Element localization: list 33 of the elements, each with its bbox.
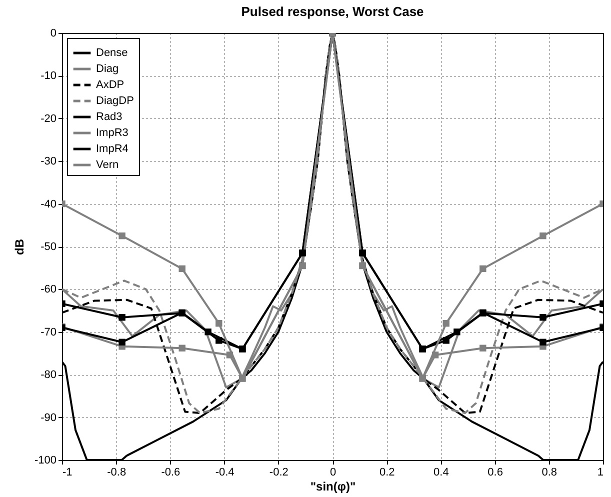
y-tick-label: 0 (50, 28, 56, 40)
x-tick-label: 0 (330, 466, 336, 478)
y-tick-label: -30 (40, 156, 56, 168)
y-tick-label: -80 (40, 369, 56, 382)
y-tick-label: -70 (40, 326, 56, 338)
x-tick-label: 0.6 (488, 466, 503, 478)
x-tick-label: -0.2 (269, 466, 288, 478)
legend-label: Rad3 (96, 111, 122, 123)
chart-title: Pulsed response, Worst Case (241, 4, 424, 19)
x-tick-label: 1 (597, 466, 604, 478)
y-tick-label: -40 (40, 198, 56, 210)
y-tick-label: -60 (40, 284, 56, 296)
legend-label: AxDP (96, 79, 124, 91)
legend-label: Diag (96, 63, 119, 75)
y-tick-label: -50 (40, 241, 56, 253)
legend-label: ImpR3 (96, 127, 128, 139)
x-axis-title: "sin(φ)" (310, 480, 356, 494)
legend-label: Vern (96, 159, 119, 171)
legend-label: ImpR4 (96, 143, 128, 155)
x-tick-label: -0.4 (215, 466, 234, 478)
x-tick-label: -0.6 (161, 466, 180, 478)
y-tick-label: -90 (40, 412, 56, 424)
y-tick-label: -10 (40, 70, 56, 82)
x-tick-label: 0.8 (542, 466, 558, 478)
legend-label: DiagDP (96, 95, 134, 107)
legend-label: Dense (96, 47, 128, 59)
x-tick-label: -0.8 (107, 466, 126, 478)
x-tick-label: 0.2 (379, 466, 395, 478)
x-tick-label: 0.4 (434, 466, 449, 478)
y-axis-title: dB (12, 238, 26, 255)
y-tick-label: -20 (40, 112, 56, 125)
y-tick-label: -100 (34, 454, 56, 466)
x-tick-label: -1 (62, 466, 72, 478)
